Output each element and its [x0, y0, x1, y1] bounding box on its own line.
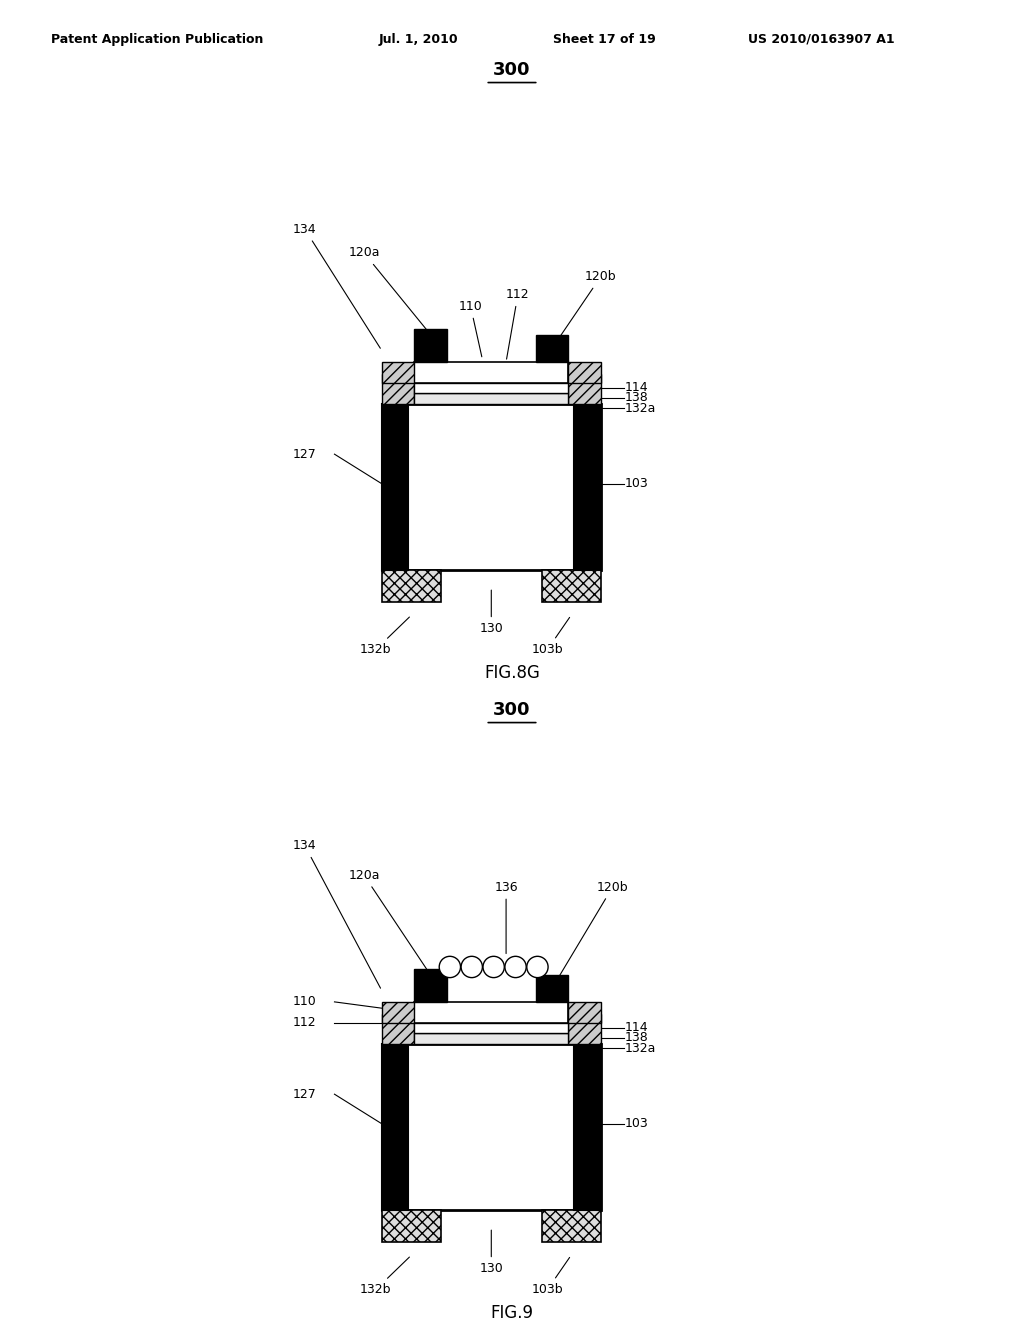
Text: 112: 112: [506, 288, 529, 359]
Text: 114: 114: [625, 1022, 648, 1035]
Text: 132b: 132b: [360, 1257, 410, 1296]
Text: 127: 127: [293, 447, 316, 461]
Circle shape: [439, 956, 461, 978]
Bar: [574, 404, 601, 569]
Bar: [542, 569, 601, 602]
Circle shape: [505, 956, 526, 978]
Text: 120a: 120a: [348, 247, 427, 331]
Bar: [382, 404, 601, 569]
Bar: [415, 1034, 568, 1044]
Bar: [568, 1002, 601, 1023]
Text: Patent Application Publication: Patent Application Publication: [51, 33, 263, 46]
Bar: [382, 1044, 409, 1209]
Text: 120b: 120b: [553, 271, 616, 347]
Text: 138: 138: [625, 392, 648, 404]
Text: 134: 134: [293, 223, 380, 348]
Bar: [536, 335, 568, 362]
Circle shape: [461, 956, 482, 978]
Text: FIG.9: FIG.9: [490, 1304, 534, 1320]
Bar: [415, 969, 446, 1002]
Bar: [568, 362, 601, 383]
Text: 130: 130: [479, 590, 503, 635]
Bar: [382, 569, 441, 602]
Text: 112: 112: [293, 1016, 316, 1030]
Text: 134: 134: [293, 840, 381, 989]
Bar: [415, 383, 568, 393]
Bar: [382, 1209, 441, 1242]
Text: 138: 138: [625, 1031, 648, 1044]
Text: 120b: 120b: [553, 880, 629, 986]
Text: 103b: 103b: [531, 618, 569, 656]
Text: 300: 300: [494, 61, 530, 78]
Bar: [382, 1044, 601, 1209]
Bar: [415, 1002, 568, 1023]
Text: 110: 110: [459, 300, 482, 356]
Bar: [415, 393, 568, 404]
Text: US 2010/0163907 A1: US 2010/0163907 A1: [748, 33, 894, 46]
Bar: [415, 1023, 568, 1034]
Circle shape: [526, 956, 548, 978]
Text: 120a: 120a: [348, 869, 428, 970]
Text: 103: 103: [625, 1117, 648, 1130]
Text: 132a: 132a: [625, 401, 655, 414]
Text: 127: 127: [293, 1088, 316, 1101]
Text: 132a: 132a: [625, 1041, 655, 1055]
Bar: [542, 1209, 601, 1242]
Text: Sheet 17 of 19: Sheet 17 of 19: [553, 33, 655, 46]
Bar: [382, 404, 409, 569]
Bar: [568, 1014, 601, 1044]
Text: Jul. 1, 2010: Jul. 1, 2010: [379, 33, 459, 46]
Text: 103b: 103b: [531, 1258, 569, 1296]
Text: 130: 130: [479, 1230, 503, 1275]
Bar: [382, 375, 415, 404]
Text: 103: 103: [625, 478, 648, 490]
Bar: [382, 1014, 415, 1044]
Text: FIG.8G: FIG.8G: [484, 664, 540, 682]
Bar: [382, 362, 415, 383]
Bar: [415, 329, 446, 362]
Bar: [415, 362, 568, 383]
Text: 300: 300: [494, 701, 530, 718]
Text: 136: 136: [495, 880, 518, 953]
Bar: [568, 375, 601, 404]
Text: 132b: 132b: [360, 616, 410, 656]
Circle shape: [483, 956, 504, 978]
Text: 110: 110: [293, 995, 316, 1008]
Bar: [536, 975, 568, 1002]
Text: 114: 114: [625, 381, 648, 395]
Bar: [574, 1044, 601, 1209]
Bar: [382, 1002, 415, 1023]
